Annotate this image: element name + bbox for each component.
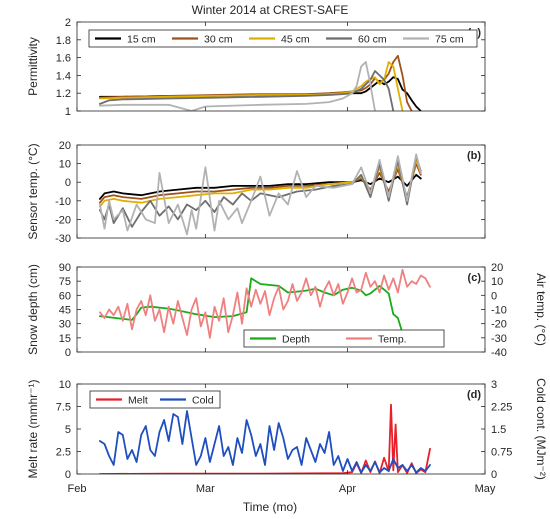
legend: Depth Temp. bbox=[243, 329, 445, 348]
y-tick-label: 1.4 bbox=[56, 70, 71, 82]
series-line-60-cm bbox=[99, 70, 395, 111]
y-tick-label: 2.5 bbox=[56, 447, 71, 459]
legend: 15 cm 30 cm 45 cm 60 cm 75 cm bbox=[88, 29, 478, 48]
x-tick-label: May bbox=[475, 483, 496, 495]
series-line-60-cm bbox=[99, 155, 422, 228]
series-line-cold bbox=[99, 410, 431, 474]
y-tick-label-right: 0 bbox=[491, 469, 497, 481]
legend-label: 45 cm bbox=[281, 34, 310, 46]
y-tick-label: 0 bbox=[65, 177, 71, 189]
y-tick-label-right: 10 bbox=[491, 276, 503, 288]
legend-label: 60 cm bbox=[358, 34, 387, 46]
legend-box bbox=[88, 29, 478, 48]
series-group bbox=[99, 153, 422, 236]
y-tick-label-right: -20 bbox=[491, 319, 507, 331]
y-tick-label-right: 20 bbox=[491, 262, 503, 274]
y-tick-label: 20 bbox=[59, 140, 71, 152]
legend-label: Melt bbox=[128, 395, 148, 407]
y-tick-label: 30 bbox=[59, 319, 71, 331]
y-tick-label: 10 bbox=[59, 379, 71, 391]
series-group bbox=[99, 54, 422, 111]
series-group bbox=[99, 268, 431, 344]
y-tick-label: 1.2 bbox=[56, 88, 71, 100]
panel-d: 0 2.5 5 7.5 10 0 0.75 1.5 2.25 3 Cold cont. (MJm⁻²… bbox=[26, 378, 548, 495]
legend-label: Cold bbox=[192, 395, 214, 407]
series-line-75-cm bbox=[99, 61, 376, 111]
y-tick-label: 75 bbox=[59, 276, 71, 288]
y-tick-label-right: 2.25 bbox=[491, 402, 512, 414]
y-axis-label: Sensor temp. (°C) bbox=[26, 143, 40, 239]
y-tick-label: 7.5 bbox=[56, 402, 71, 414]
series-line-45-cm bbox=[99, 61, 404, 111]
legend-label: 15 cm bbox=[127, 34, 156, 46]
axis-frame bbox=[76, 144, 486, 239]
legend-box bbox=[243, 329, 445, 348]
y-tick-label: -20 bbox=[55, 214, 71, 226]
y-tick-label: -10 bbox=[55, 196, 71, 208]
panel-tag: (d) bbox=[467, 389, 481, 401]
y-tick-label: -30 bbox=[55, 233, 71, 245]
y-tick-label: 2 bbox=[65, 17, 71, 29]
figure-title: Winter 2014 at CREST-SAFE bbox=[192, 3, 349, 17]
x-tick-label: Apr bbox=[339, 483, 356, 495]
y-axis-label-right: Air temp. (°C) bbox=[534, 273, 548, 346]
y-tick-label: 5 bbox=[65, 424, 71, 436]
legend: Melt Cold bbox=[89, 390, 221, 409]
y-tick-label-right: -30 bbox=[491, 333, 507, 345]
y-tick-label-right: -40 bbox=[491, 347, 507, 359]
legend-label: 75 cm bbox=[435, 34, 464, 46]
y-tick-label: 0 bbox=[65, 469, 71, 481]
x-axis-label: Time (mo) bbox=[243, 500, 297, 514]
y-axis-label: Permittivity bbox=[26, 37, 40, 96]
series-line-75-cm bbox=[99, 153, 422, 236]
y-tick-label: 0 bbox=[65, 347, 71, 359]
y-axis-label: Snow depth (cm) bbox=[26, 264, 40, 355]
series-group bbox=[99, 403, 431, 474]
y-axis-label: Melt rate (mmhr⁻¹) bbox=[26, 379, 40, 478]
y-tick-label: 1.8 bbox=[56, 35, 71, 47]
x-tick-label: Mar bbox=[196, 483, 215, 495]
y-tick-label: 60 bbox=[59, 290, 71, 302]
series-line-temp- bbox=[99, 268, 431, 339]
x-tick-label: Feb bbox=[68, 483, 87, 495]
panel-c: 0 15 30 45 60 75 90 -40 -30 -20 -10 0 10 20 Air temp. … bbox=[26, 262, 548, 359]
y-tick-label-right: -10 bbox=[491, 305, 507, 317]
y-tick-label: 15 bbox=[59, 333, 71, 345]
legend-box bbox=[89, 390, 221, 409]
y-tick-label-right: 3 bbox=[491, 379, 497, 391]
y-tick-label-right: 1.5 bbox=[491, 424, 506, 436]
panel-b: -30 -20 -10 0 10 20 Sensor temp. (°C) (b) bbox=[26, 140, 486, 245]
y-tick-label-right: 0.75 bbox=[491, 447, 512, 459]
y-axis-label-right: Cold cont. (MJm⁻²) bbox=[534, 378, 548, 480]
panel-tag: (b) bbox=[467, 150, 481, 162]
panel-tag: (c) bbox=[468, 272, 482, 284]
y-tick-label-right: 0 bbox=[491, 290, 497, 302]
y-tick-label: 10 bbox=[59, 159, 71, 171]
legend-label: Temp. bbox=[378, 334, 407, 346]
y-tick-label: 90 bbox=[59, 262, 71, 274]
series-line-15-cm bbox=[99, 173, 422, 200]
y-tick-label: 1.6 bbox=[56, 53, 71, 65]
axis-frame bbox=[76, 21, 486, 112]
legend-label: Depth bbox=[282, 334, 310, 346]
y-tick-label: 1 bbox=[65, 106, 71, 118]
y-tick-label: 45 bbox=[59, 305, 71, 317]
legend-label: 30 cm bbox=[204, 34, 233, 46]
